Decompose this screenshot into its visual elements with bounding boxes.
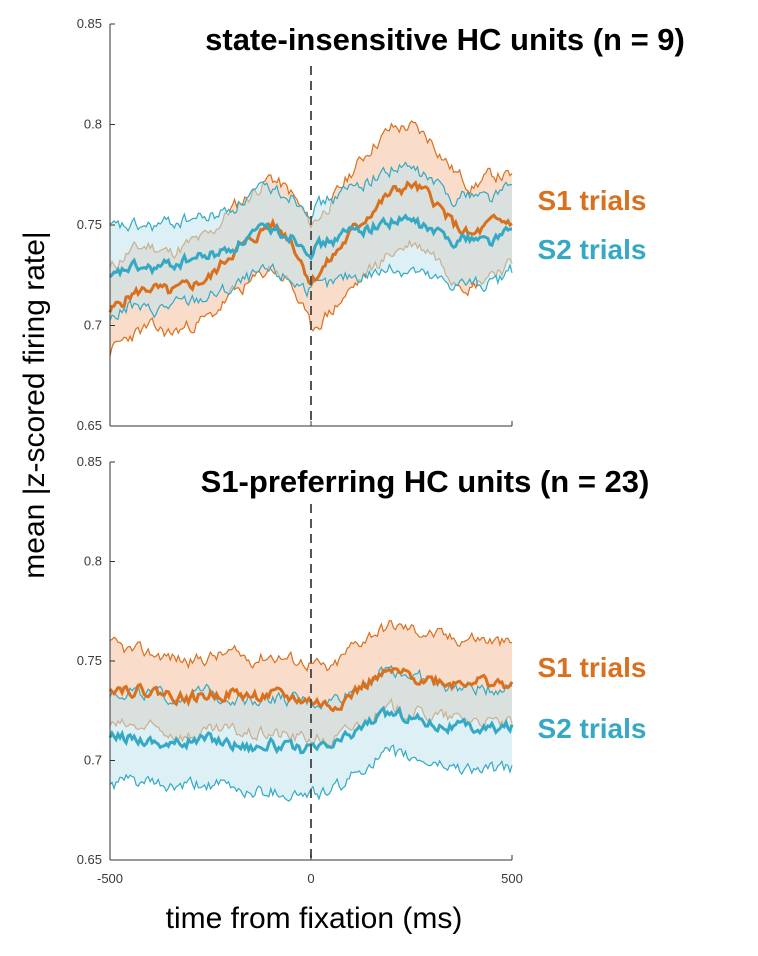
y-tick-label: 0.75 xyxy=(77,217,102,232)
y-tick-label: 0.8 xyxy=(84,117,102,132)
legend-s1: S1 trials xyxy=(538,185,647,216)
panel-title: state-insensitive HC units (n = 9) xyxy=(205,22,685,57)
legend-s2: S2 trials xyxy=(538,234,647,265)
y-tick-label: 0.65 xyxy=(77,852,102,867)
upper-bound-line-s1 xyxy=(109,620,513,672)
lower-bound-line-s2 xyxy=(109,262,513,321)
x-axis-label: time from fixation (ms) xyxy=(166,902,463,935)
band-s2 xyxy=(110,162,512,321)
panel-s1-preferring: 0.65 0.7 0.75 0.8 0.85 -500 0 500 S1-preferring … xyxy=(77,454,650,886)
y-axis-label: mean |z-scored firing rate| xyxy=(18,231,51,578)
lower-bound-line-s2 xyxy=(109,744,513,802)
y-tick-label: 0.75 xyxy=(77,653,102,668)
x-tick-label: 500 xyxy=(501,871,523,886)
panel-state-insensitive: 0.65 0.7 0.75 0.8 0.85 state-insensitive HC u… xyxy=(77,16,685,433)
legend-s1: S1 trials xyxy=(538,652,647,683)
legend-s2: S2 trials xyxy=(538,713,647,744)
y-tick-label: 0.85 xyxy=(77,454,102,469)
y-tick-label: 0.85 xyxy=(77,16,102,31)
x-tick-label: 0 xyxy=(307,871,314,886)
mean-line-s2 xyxy=(108,213,513,279)
y-tick-label: 0.7 xyxy=(84,318,102,333)
x-tick-label: -500 xyxy=(97,871,123,886)
y-tick-label: 0.7 xyxy=(84,753,102,768)
panel-title: S1-preferring HC units (n = 23) xyxy=(201,464,650,499)
y-tick-label: 0.65 xyxy=(77,418,102,433)
y-tick-label: 0.8 xyxy=(84,554,102,569)
